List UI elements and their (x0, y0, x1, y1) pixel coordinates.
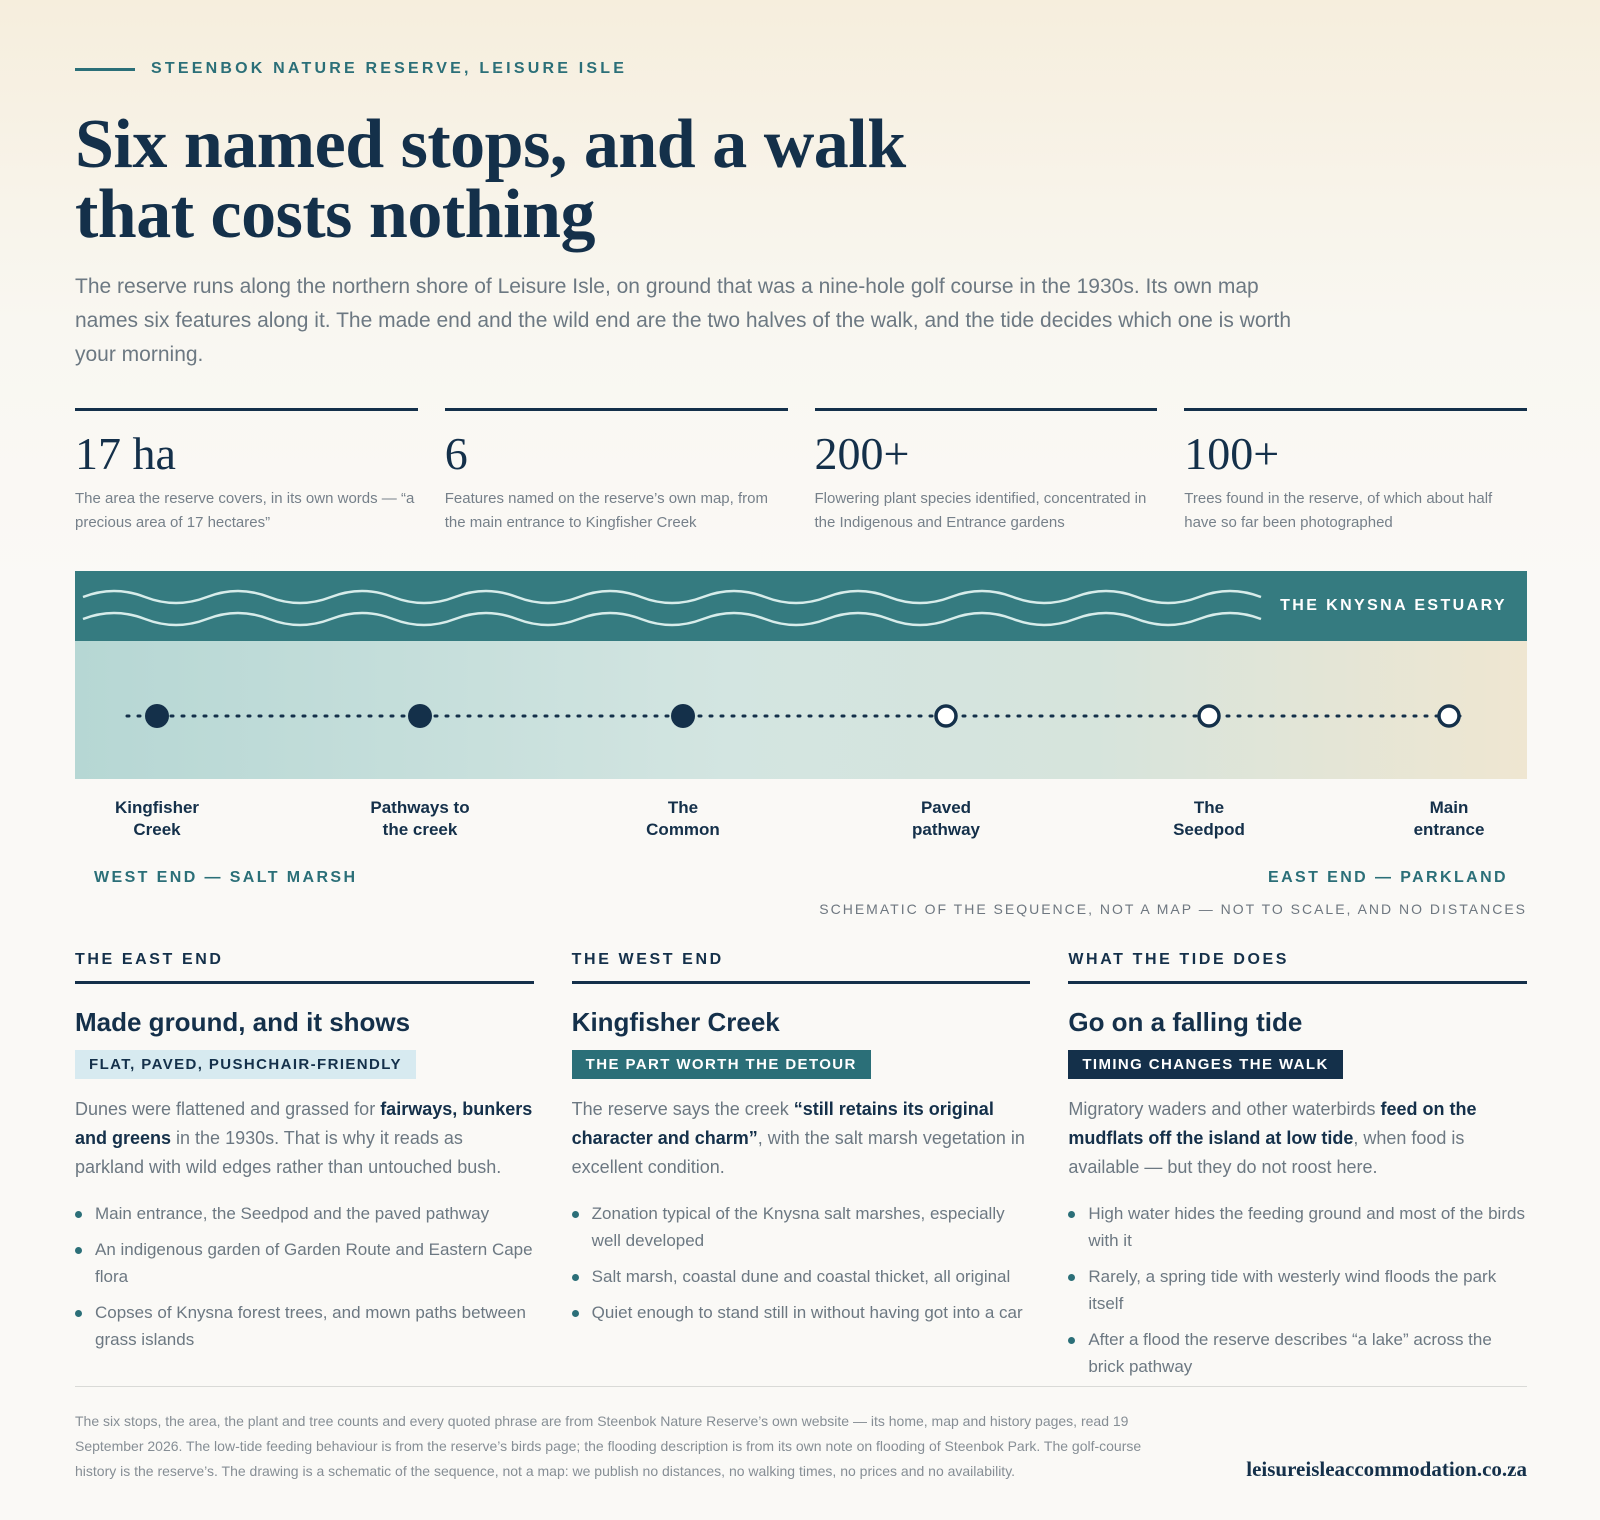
list-item: High water hides the feeding ground and … (1068, 1200, 1527, 1254)
column-badge: THE PART WORTH THE DETOUR (571, 1050, 871, 1079)
stat-features: 6 Features named on the reserve’s own ma… (444, 408, 788, 535)
stop-label: The Common (646, 798, 720, 839)
bullet-dot-icon (75, 1211, 82, 1218)
stop-label: Main entrance (1413, 798, 1485, 839)
stat-description: Features named on the reserve’s own map,… (444, 490, 768, 531)
stat-area: 17 ha The area the reserve covers, in it… (75, 408, 418, 535)
column-eyebrow: THE WEST END (571, 951, 1031, 984)
detail-columns: THE EAST END Made ground, and it shows F… (75, 951, 1528, 1389)
eyebrow: STEENBOK NATURE RESERVE, LEISURE ISLE (75, 58, 1527, 80)
stop-marker-hollow (1437, 704, 1461, 728)
stop-marker-filled (408, 704, 432, 728)
column-badge: FLAT, PAVED, PUSHCHAIR-FRIENDLY (75, 1050, 416, 1079)
stat-description: Trees found in the reserve, of which abo… (1184, 490, 1493, 531)
column-badge: TIMING CHANGES THE WALK (1068, 1050, 1343, 1079)
bullet-dot-icon (1068, 1337, 1076, 1344)
stat-value: 100+ (1184, 428, 1280, 479)
east-end-label: EAST END — PARKLAND (1268, 869, 1508, 886)
estuary-band: THE KNYSNA ESTUARY (75, 571, 1527, 641)
eyebrow-rule (75, 67, 135, 71)
list-item: Copses of Knysna forest trees, and mown … (75, 1299, 534, 1353)
column-tide: WHAT THE TIDE DOES Go on a falling tide … (1068, 951, 1528, 1389)
stat-description: The area the reserve covers, in its own … (75, 490, 415, 531)
column-bullets: Main entrance, the Seedpod and the paved… (75, 1200, 534, 1353)
bullet-dot-icon (75, 1247, 82, 1254)
stop-marker-hollow (934, 704, 958, 728)
stop-labels: Kingfisher Creek Pathways to the creek The Co… (75, 797, 1527, 865)
stat-plants: 200+ Flowering plant species identified,… (814, 408, 1158, 535)
list-item: Main entrance, the Seedpod and the paved… (75, 1200, 534, 1227)
source-note: The six stops, the area, the plant and t… (75, 1413, 1142, 1479)
route-line (125, 704, 1469, 728)
stats-row: 17 ha The area the reserve covers, in it… (75, 408, 1527, 535)
west-end-label: WEST END — SALT MARSH (94, 869, 358, 886)
footer: The six stops, the area, the plant and t… (75, 1386, 1527, 1484)
column-east-end: THE EAST END Made ground, and it shows F… (75, 951, 534, 1389)
stat-value: 17 ha (75, 428, 176, 479)
stat-value: 6 (444, 428, 468, 479)
list-item: An indigenous garden of Garden Route and… (75, 1236, 534, 1290)
page-title-line-2: that costs nothing (75, 176, 595, 253)
waves-icon (82, 589, 1262, 627)
site-link[interactable]: leisureisleaccommodation.co.za (1246, 1457, 1527, 1481)
bullet-dot-icon (571, 1211, 579, 1218)
stop-marker-filled (145, 704, 169, 728)
infographic: STEENBOK NATURE RESERVE, LEISURE ISLE Si… (75, 0, 1528, 1481)
page-title-line-1: Six named stops, and a walk (75, 106, 906, 183)
land-band (75, 641, 1527, 779)
page-title: Six named stops, and a walk that costs n… (75, 110, 1527, 250)
stop-label: The Seedpod (1173, 798, 1245, 839)
list-item: Salt marsh, coastal dune and coastal thi… (571, 1263, 1031, 1290)
stop-label: Paved pathway (911, 798, 981, 839)
stat-description: Flowering plant species identified, conc… (814, 490, 1147, 531)
intro-paragraph: The reserve runs along the northern shor… (75, 275, 1292, 366)
eyebrow-text: STEENBOK NATURE RESERVE, LEISURE ISLE (151, 60, 628, 77)
stat-trees: 100+ Trees found in the reserve, of whic… (1184, 408, 1527, 535)
bullet-dot-icon (571, 1274, 579, 1281)
column-bullets: High water hides the feeding ground and … (1068, 1200, 1527, 1380)
bullet-dot-icon (75, 1310, 82, 1317)
column-bullets: Zonation typical of the Knysna salt mars… (571, 1200, 1031, 1326)
column-title: Made ground, and it shows (75, 1007, 411, 1037)
column-west-end: THE WEST END Kingfisher Creek THE PART W… (571, 951, 1031, 1389)
column-body: Migratory waders and other waterbirds fe… (1068, 1099, 1477, 1177)
estuary-label: THE KNYSNA ESTUARY (1280, 597, 1507, 614)
stop-label: Pathways to the creek (370, 798, 470, 839)
column-title: Go on a falling tide (1068, 1007, 1303, 1037)
list-item: Zonation typical of the Knysna salt mars… (571, 1200, 1031, 1254)
column-eyebrow: THE EAST END (75, 951, 534, 984)
column-title: Kingfisher Creek (571, 1007, 780, 1037)
bullet-dot-icon (571, 1310, 579, 1317)
schematic-note: SCHEMATIC OF THE SEQUENCE, NOT A MAP — N… (819, 901, 1527, 917)
stop-marker-hollow (1197, 704, 1221, 728)
walk-schematic: THE KNYSNA ESTUARY Kingfisher Creek Pathwa… (75, 571, 1527, 917)
list-item: After a flood the reserve describes “a l… (1068, 1326, 1527, 1380)
list-item: Quiet enough to stand still in without h… (571, 1299, 1031, 1326)
end-labels: WEST END — SALT MARSH EAST END — PARKLAN… (75, 869, 1527, 893)
stat-value: 200+ (814, 428, 910, 479)
column-body: Dunes were flattened and grassed for fai… (75, 1099, 533, 1177)
column-eyebrow: WHAT THE TIDE DOES (1068, 951, 1528, 984)
list-item: Rarely, a spring tide with westerly wind… (1068, 1263, 1527, 1317)
stop-marker-filled (671, 704, 695, 728)
bullet-dot-icon (1068, 1211, 1076, 1218)
column-body: The reserve says the creek “still retain… (571, 1099, 1025, 1177)
stop-label: Kingfisher Creek (114, 798, 200, 839)
bullet-dot-icon (1068, 1274, 1076, 1281)
